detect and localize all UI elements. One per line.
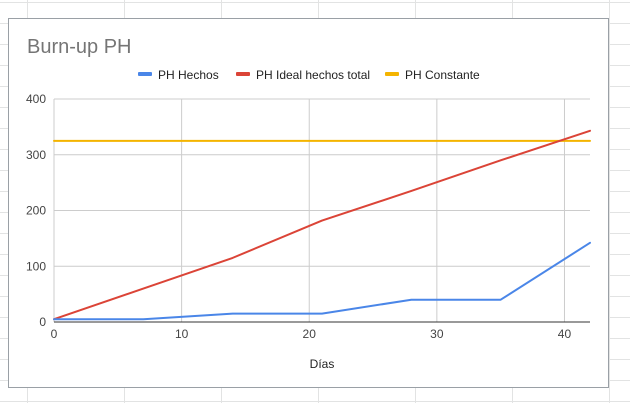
y-tick-label: 400 <box>26 92 46 106</box>
legend-item-3[interactable]: PH Constante <box>385 68 480 82</box>
legend-swatch <box>385 72 399 76</box>
y-axis-ticks: 0 100 200 300 400 <box>26 92 46 329</box>
x-axis-ticks: 0 10 20 30 40 <box>51 327 572 341</box>
x-tick-label: 10 <box>175 327 189 341</box>
x-axis-title: Días <box>310 357 335 371</box>
gridlines <box>53 98 590 323</box>
y-tick-label: 300 <box>26 148 46 162</box>
legend-swatch <box>138 72 152 76</box>
legend[interactable]: PH Hechos PH Ideal hechos total PH Constan… <box>138 68 480 82</box>
y-tick-label: 100 <box>26 259 46 273</box>
series-lines <box>53 129 591 321</box>
x-tick-label: 0 <box>51 327 58 341</box>
x-tick-label: 40 <box>558 327 572 341</box>
legend-label: PH Ideal hechos total <box>256 68 370 82</box>
series-line-1[interactable] <box>53 241 591 321</box>
y-tick-label: 0 <box>39 315 46 329</box>
series-line-2[interactable] <box>53 129 591 321</box>
x-tick-label: 20 <box>303 327 317 341</box>
x-tick-label: 30 <box>430 327 444 341</box>
legend-swatch <box>236 72 250 76</box>
chart-title: Burn-up PH <box>27 36 132 58</box>
chart-container[interactable] <box>8 18 609 388</box>
legend-label: PH Constante <box>405 68 480 82</box>
legend-label: PH Hechos <box>158 68 219 82</box>
legend-item-1[interactable]: PH Hechos <box>138 68 219 82</box>
legend-item-2[interactable]: PH Ideal hechos total <box>236 68 370 82</box>
y-tick-label: 200 <box>26 204 46 218</box>
